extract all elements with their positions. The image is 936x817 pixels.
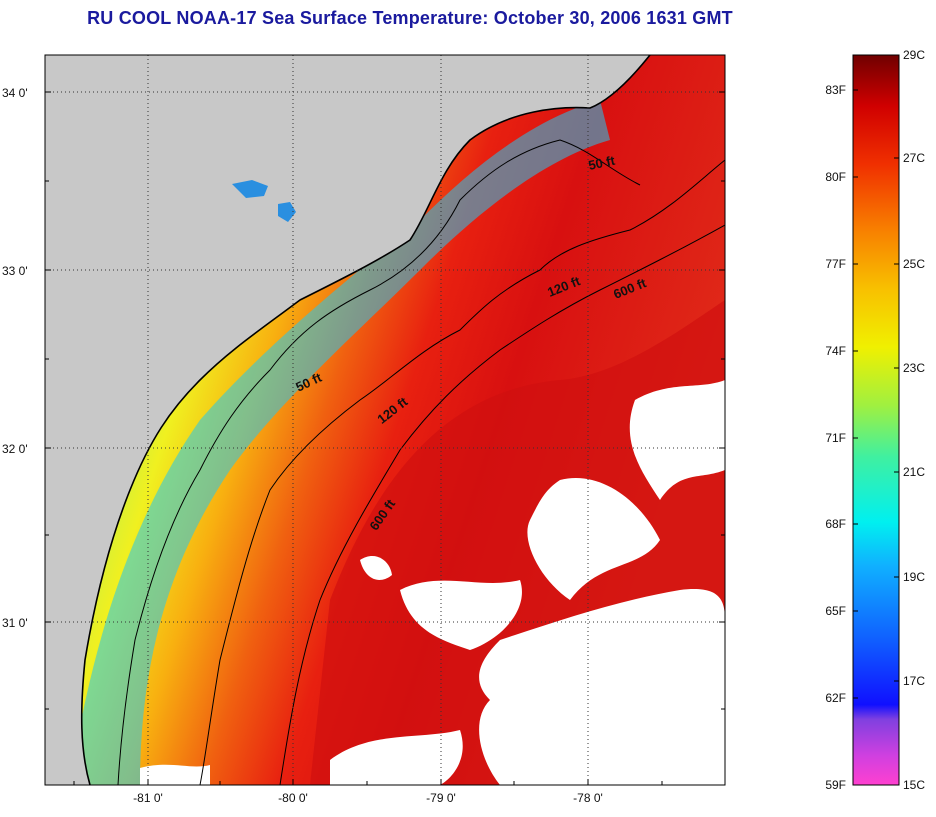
map-panel: 50 ft 50 ft 120 ft 120 ft 600 ft 600 ft — [45, 55, 725, 785]
colorbar-f-label: 65F — [825, 604, 846, 618]
lat-label: 31 0' — [2, 616, 28, 630]
colorbar-c-label: 29C — [903, 48, 925, 62]
contour-120ft — [199, 159, 725, 785]
colorbar-c-label: 19C — [903, 570, 925, 584]
map-frame — [44, 54, 726, 786]
colorbar — [852, 54, 900, 786]
lat-label: 33 0' — [2, 264, 28, 278]
inland-lake — [232, 180, 268, 198]
coastline — [80, 55, 651, 785]
colorbar-ticks — [853, 54, 899, 699]
colorbar-f-label: 83F — [825, 83, 846, 97]
lat-label: 34 0' — [2, 86, 28, 100]
colorbar-f-label: 77F — [825, 257, 846, 271]
colorbar-f-label: 74F — [825, 344, 846, 358]
colorbar-c-label: 23C — [903, 361, 925, 375]
lon-label: -80 0' — [278, 791, 308, 805]
colorbar-c-label: 21C — [903, 465, 925, 479]
lat-label: 32 0' — [2, 442, 28, 456]
inland-lake — [278, 202, 296, 222]
lon-label: -79 0' — [426, 791, 456, 805]
cloud-cover — [140, 380, 725, 785]
graticule — [45, 55, 725, 785]
colorbar-f-label: 71F — [825, 431, 846, 445]
map-title: RU COOL NOAA-17 Sea Surface Temperature:… — [87, 8, 733, 28]
colorbar-f-label: 62F — [825, 691, 846, 705]
colorbar-c-label: 17C — [903, 674, 925, 688]
contour-600ft — [279, 224, 725, 785]
colorbar-f-label: 59F — [825, 778, 846, 792]
contour-label: 50 ft — [587, 153, 617, 173]
colorbar-f-label: 68F — [825, 517, 846, 531]
colorbar-f-label: 80F — [825, 170, 846, 184]
colorbar-c-label: 15C — [903, 778, 925, 792]
axis-ticks — [45, 91, 725, 785]
colorbar-c-label: 27C — [903, 151, 925, 165]
lon-label: -78 0' — [573, 791, 603, 805]
colorbar-c-label: 25C — [903, 257, 925, 271]
land-mass — [45, 55, 650, 785]
lon-label: -81 0' — [133, 791, 163, 805]
